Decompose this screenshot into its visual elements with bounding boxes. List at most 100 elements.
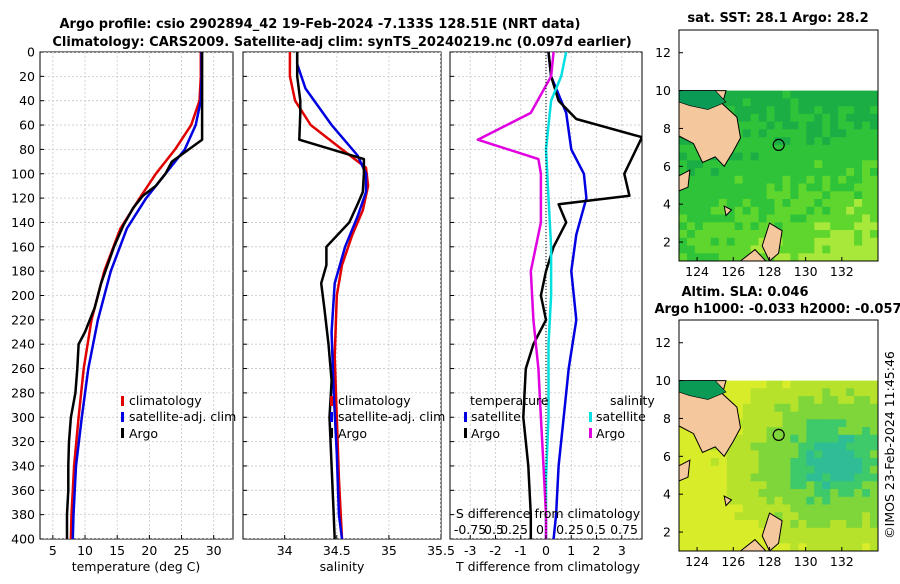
map-cell [854,403,863,413]
map-cell [687,230,696,239]
map-cell [726,152,736,161]
map-cell [854,245,863,254]
map-cell [862,388,871,397]
map-cell [870,388,878,397]
map-cell [766,434,776,444]
map-cell [870,434,878,444]
map-x-tick-label: 128 [758,264,782,279]
map-cell [854,535,863,544]
map-cell [750,419,760,428]
map-cell [838,396,847,405]
map-cell [790,489,799,498]
salinity-x-tick-label: 34 [277,543,293,558]
map-cell [782,230,792,239]
legend-label-climatology: climatology [338,393,411,408]
map-cell [846,253,855,261]
map-cell [782,144,792,154]
map-cell [726,458,736,467]
map-cell [742,113,752,123]
map-cell [790,106,799,115]
map-cell [742,465,752,475]
map-cell [798,214,807,223]
map-cell [822,527,831,537]
legend-label-s-argo: Argo [596,426,625,441]
map-cell [774,489,784,498]
map-cell [679,222,688,231]
map-cell [830,191,839,200]
map-cell [830,245,839,254]
map-cell [822,403,831,413]
map-cell [718,191,728,200]
map-cell [830,450,839,459]
map-cell [790,419,799,428]
map-cell [718,168,728,177]
map-cell [726,90,736,99]
map-cell [742,396,752,405]
salinity-xlabel: salinity [320,559,365,574]
map-cell [679,253,688,261]
argo-position-marker [772,428,785,441]
map-cell [687,465,696,475]
map-cell [814,403,823,413]
map-cell [830,543,839,551]
s-difference-tick-label: 0.75 [610,522,638,537]
map-cell [694,245,704,254]
map-cell [838,458,847,467]
map-cell [814,527,823,537]
map-cell [718,214,728,223]
map-cell [782,527,792,537]
map-cell [830,222,839,231]
map-cell [774,458,784,467]
map-cell [718,199,728,208]
map-cell [790,129,799,138]
map-cell [870,535,878,544]
map-cell [838,121,847,130]
map-cell [846,419,855,428]
map-cell [766,175,776,185]
map-cell [679,230,688,239]
map-cell [782,168,792,177]
s-difference-axis-label: S difference from climatology [456,506,641,521]
map-cell [782,419,792,428]
map-cell [862,121,871,130]
map-cell [726,214,736,223]
map-cell [806,152,815,161]
map-cell [694,237,704,247]
map-cell [774,253,784,261]
map-cell [870,175,878,185]
map-cell [862,489,871,498]
map-cell [687,458,696,467]
map-cell [830,434,839,444]
map-cell [758,121,768,130]
map-cell [846,504,855,513]
map-cell [846,512,855,521]
map-cell [679,168,688,177]
depth-tick-label: 240 [11,337,35,352]
map-cell [766,152,776,161]
map-cell [694,512,704,521]
map-cell [726,106,736,115]
map-cell [838,245,847,254]
map-cell [822,253,831,261]
map-cell [758,152,768,161]
map-cell [726,520,736,529]
map-cell [742,183,752,192]
map-cell [702,520,712,529]
map-cell [710,489,720,498]
map-cell [814,206,823,216]
difference-xlabel: T difference from climatology [455,559,641,574]
depth-tick-label: 280 [11,385,35,400]
map-cell [838,419,847,428]
map-cell [750,465,760,475]
map-cell [679,512,688,521]
map-cell [798,222,807,231]
temperature-x-tick-label: 25 [174,543,190,558]
map-cell [798,206,807,216]
map-cell [846,434,855,444]
map-cell [750,411,760,420]
map-x-tick-label: 132 [830,264,854,279]
map-cell [806,253,815,261]
map-cell [870,527,878,537]
map-cell [718,504,728,513]
map-cell [830,473,839,482]
